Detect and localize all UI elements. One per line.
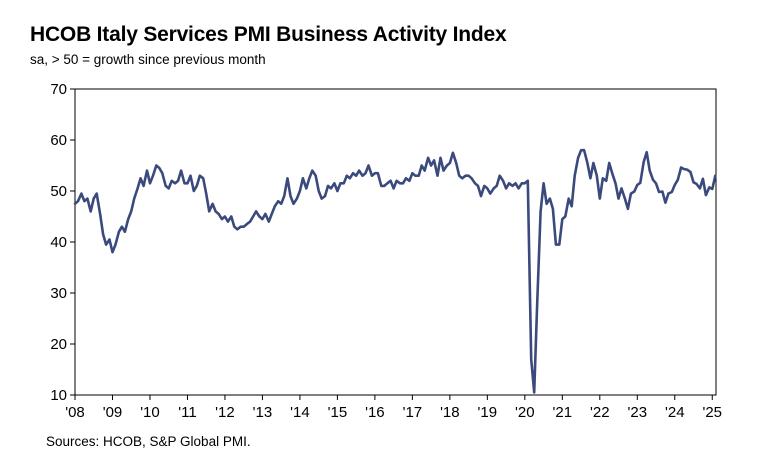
x-tick-label: '24: [665, 404, 685, 421]
y-tick-label: 50: [50, 183, 67, 200]
x-tick-label: '13: [253, 404, 273, 421]
plot-frame: [75, 89, 716, 395]
x-tick-label: '08: [65, 404, 85, 421]
x-tick-label: '10: [140, 404, 160, 421]
y-tick-label: 40: [50, 234, 67, 251]
x-tick-label: '19: [478, 404, 498, 421]
y-axis: 10 20 30 40 50 60 70: [50, 81, 75, 404]
source-note: Sources: HCOB, S&P Global PMI.: [46, 434, 251, 449]
x-tick-label: '21: [553, 404, 573, 421]
x-tick-label: '23: [627, 404, 647, 421]
x-tick-label: '12: [215, 404, 235, 421]
x-tick-label: '15: [328, 404, 348, 421]
x-tick-label: '17: [403, 404, 423, 421]
x-tick-label: '25: [702, 404, 722, 421]
series-line: [75, 150, 715, 392]
x-axis: '08 '09 '10 '11 '12 '13 '14 '15 '16 '17 '18 '19 '20 '…: [65, 395, 722, 421]
y-tick-label: 10: [50, 387, 67, 404]
series-group: [75, 150, 715, 392]
y-tick-label: 60: [50, 132, 67, 149]
y-tick-label: 30: [50, 285, 67, 302]
x-tick-label: '22: [590, 404, 610, 421]
x-tick-label: '20: [515, 404, 535, 421]
x-tick-label: '14: [290, 404, 310, 421]
x-tick-label: '16: [365, 404, 385, 421]
line-chart: 10203040506070 '08'09'10'11'12'13'14'15 '…: [0, 0, 775, 474]
x-tick-label: '11: [178, 404, 196, 421]
x-tick-label: '09: [103, 404, 123, 421]
y-tick-label: 20: [50, 336, 67, 353]
x-tick-label: '18: [440, 404, 460, 421]
y-tick-label: 70: [50, 81, 67, 98]
